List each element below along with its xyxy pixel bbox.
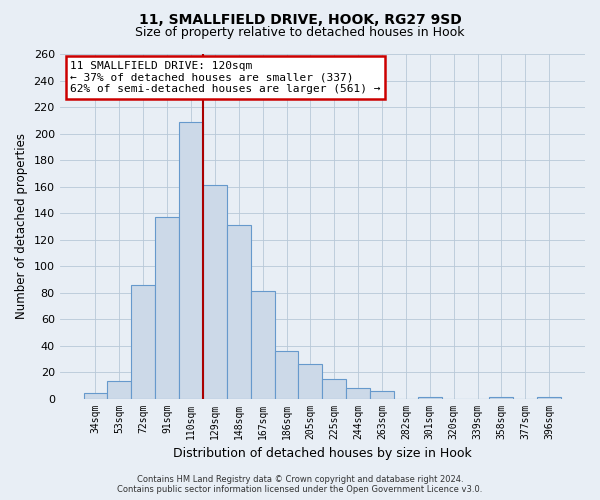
- Bar: [227, 225, 251, 398]
- Bar: [83, 394, 107, 398]
- Text: Size of property relative to detached houses in Hook: Size of property relative to detached ho…: [135, 26, 465, 39]
- Text: 11, SMALLFIELD DRIVE, HOOK, RG27 9SD: 11, SMALLFIELD DRIVE, HOOK, RG27 9SD: [139, 12, 461, 26]
- Bar: [418, 397, 442, 398]
- Bar: [251, 291, 275, 399]
- X-axis label: Distribution of detached houses by size in Hook: Distribution of detached houses by size …: [173, 447, 472, 460]
- Bar: [346, 388, 370, 398]
- Bar: [107, 382, 131, 398]
- Bar: [131, 284, 155, 399]
- Bar: [298, 364, 322, 398]
- Bar: [179, 122, 203, 398]
- Y-axis label: Number of detached properties: Number of detached properties: [15, 134, 28, 320]
- Bar: [155, 217, 179, 398]
- Text: 11 SMALLFIELD DRIVE: 120sqm
← 37% of detached houses are smaller (337)
62% of se: 11 SMALLFIELD DRIVE: 120sqm ← 37% of det…: [70, 61, 380, 94]
- Bar: [203, 185, 227, 398]
- Bar: [370, 390, 394, 398]
- Text: Contains HM Land Registry data © Crown copyright and database right 2024.
Contai: Contains HM Land Registry data © Crown c…: [118, 474, 482, 494]
- Bar: [275, 351, 298, 399]
- Bar: [322, 378, 346, 398]
- Bar: [537, 397, 561, 398]
- Bar: [490, 397, 514, 398]
